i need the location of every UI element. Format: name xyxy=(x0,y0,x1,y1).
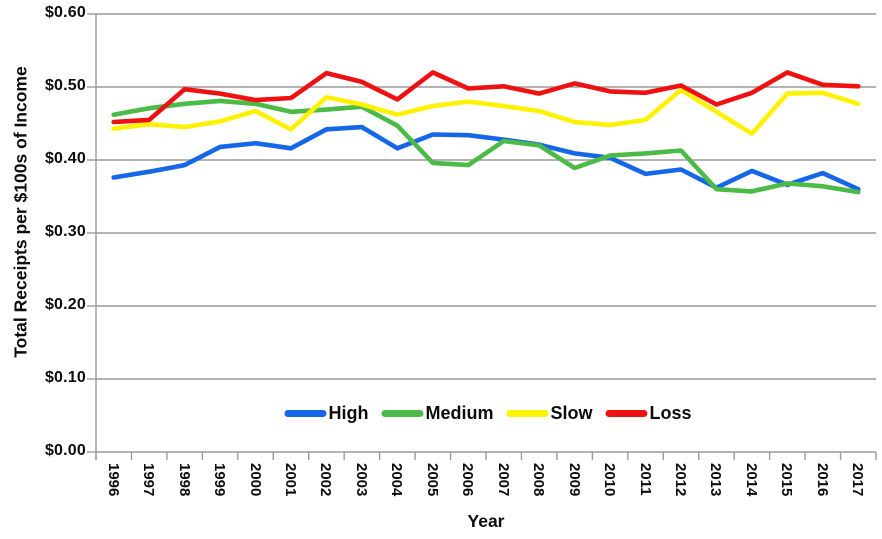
x-tick-label: 2006 xyxy=(459,463,477,497)
x-tick-label: 1997 xyxy=(140,463,158,497)
legend-label: Medium xyxy=(425,403,494,423)
x-tick-label: 2017 xyxy=(849,463,867,497)
y-tick-label: $0.00 xyxy=(44,442,86,459)
x-tick-label: 1998 xyxy=(175,463,193,497)
legend-item-loss: Loss xyxy=(605,403,692,424)
y-axis-title: Total Receipts per $100s of Income xyxy=(10,66,31,358)
x-tick-label: 2004 xyxy=(388,463,406,497)
y-tick-label: $0.30 xyxy=(44,223,86,240)
series-line-loss xyxy=(111,70,861,125)
legend-swatch-slow xyxy=(506,410,549,417)
y-tick-label: $0.50 xyxy=(44,77,86,94)
x-tick-label: 2010 xyxy=(601,463,619,497)
x-tick-label: 2000 xyxy=(246,463,264,497)
y-tick-label: $0.20 xyxy=(44,296,86,313)
legend-item-high: High xyxy=(284,403,368,424)
x-tick-label: 1999 xyxy=(211,463,229,497)
legend: High Medium Slow Loss xyxy=(284,403,692,424)
x-tick-label: 2013 xyxy=(707,463,725,497)
series-line-slow xyxy=(111,87,861,136)
x-axis-title: Year xyxy=(467,511,505,531)
legend-swatch-loss xyxy=(605,410,648,417)
legend-item-medium: Medium xyxy=(381,403,493,424)
series-line-medium xyxy=(111,98,861,195)
x-tick-label: 2008 xyxy=(530,463,548,497)
legend-label: Slow xyxy=(550,403,593,423)
y-tick-label: $0.40 xyxy=(44,150,86,167)
legend-item-slow: Slow xyxy=(506,403,593,424)
y-tick-label: $0.60 xyxy=(44,4,86,21)
legend-swatch-medium xyxy=(381,410,424,417)
legend-label: Loss xyxy=(649,403,692,423)
x-tick-label: 2007 xyxy=(494,463,512,497)
x-tick-label: 2001 xyxy=(282,463,299,497)
x-tick-label: 2009 xyxy=(565,463,583,497)
x-tick-label: 2014 xyxy=(742,463,760,497)
x-tick-label: 2002 xyxy=(317,463,335,497)
x-tick-label: 2015 xyxy=(778,463,796,497)
y-tick-label: $0.10 xyxy=(44,369,86,386)
x-tick-label: 2003 xyxy=(352,463,370,497)
x-tick-label: 2012 xyxy=(672,463,689,497)
legend-label: High xyxy=(328,403,369,423)
x-tick-label: 2011 xyxy=(636,463,654,496)
legend-swatch-high xyxy=(284,410,327,417)
x-tick-label: 2005 xyxy=(423,463,441,497)
x-tick-label: 2016 xyxy=(813,463,831,497)
series-line-high xyxy=(111,124,861,192)
x-tick-label: 1996 xyxy=(104,463,122,497)
